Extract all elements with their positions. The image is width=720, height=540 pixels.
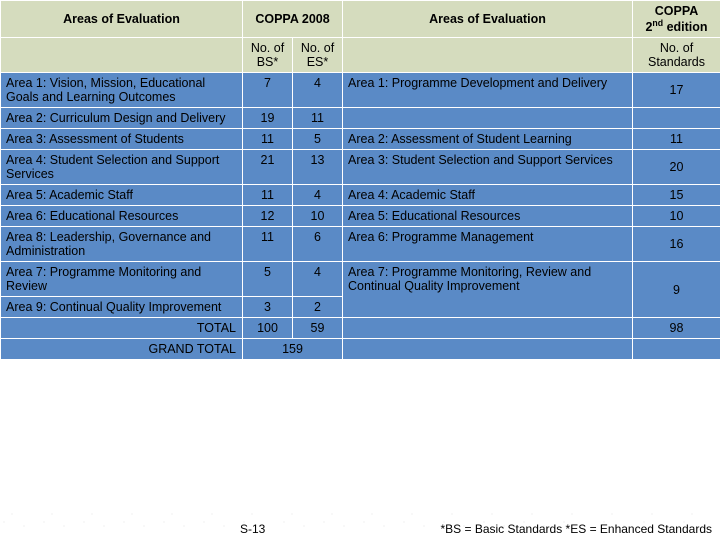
bs-value: 3 [243,297,293,318]
es-value: 6 [293,227,343,262]
bs-value: 11 [243,129,293,150]
sub-blank-left [1,38,243,73]
area-left: Area 6: Educational Resources [1,206,243,227]
area-right: Area 5: Educational Resources [343,206,633,227]
sub-bs: No. of BS* [243,38,293,73]
es-value: 13 [293,150,343,185]
std-value [633,108,720,129]
total-label: TOTAL [1,318,243,339]
total-blank [343,318,633,339]
area-left: Area 4: Student Selection and Support Se… [1,150,243,185]
col-right-title: Areas of Evaluation [343,1,633,38]
area-left: Area 7: Programme Monitoring and Review [1,262,243,297]
area-right: Area 2: Assessment of Student Learning [343,129,633,150]
area-right: Area 6: Programme Management [343,227,633,262]
bs-value: 5 [243,262,293,297]
es-value: 4 [293,73,343,108]
es-value: 11 [293,108,343,129]
area-left: Area 5: Academic Staff [1,185,243,206]
es-value: 5 [293,129,343,150]
area-right: Area 4: Academic Staff [343,185,633,206]
bs-value: 11 [243,227,293,262]
footer-legend: *BS = Basic Standards *ES = Enhanced Sta… [440,522,712,536]
grand-blank-1 [343,339,633,360]
area-left: Area 2: Curriculum Design and Delivery [1,108,243,129]
total-es: 59 [293,318,343,339]
es-value: 10 [293,206,343,227]
comparison-table: Areas of Evaluation COPPA 2008 Areas of … [0,0,720,360]
area-left: Area 1: Vision, Mission, Educational Goa… [1,73,243,108]
col-left-title: Areas of Evaluation [1,1,243,38]
std-value: 10 [633,206,720,227]
area-left: Area 8: Leadership, Governance and Admin… [1,227,243,262]
total-std: 98 [633,318,720,339]
std-value: 15 [633,185,720,206]
bs-value: 21 [243,150,293,185]
col-mid-title: COPPA 2008 [243,1,343,38]
col-right-edition: COPPA2nd edition [633,1,720,38]
std-value: 9 [633,262,720,318]
std-value: 17 [633,73,720,108]
es-value: 4 [293,262,343,297]
bs-value: 12 [243,206,293,227]
std-value: 20 [633,150,720,185]
es-value: 2 [293,297,343,318]
area-right [343,108,633,129]
sub-es: No. of ES* [293,38,343,73]
grand-total-label: GRAND TOTAL [1,339,243,360]
bs-value: 11 [243,185,293,206]
bs-value: 19 [243,108,293,129]
area-left: Area 3: Assessment of Students [1,129,243,150]
grand-total-value: 159 [243,339,343,360]
bs-value: 7 [243,73,293,108]
sub-std: No. of Standards [633,38,720,73]
std-value: 16 [633,227,720,262]
es-value: 4 [293,185,343,206]
area-right: Area 3: Student Selection and Support Se… [343,150,633,185]
area-right: Area 7: Programme Monitoring, Review and… [343,262,633,318]
area-right: Area 1: Programme Development and Delive… [343,73,633,108]
sub-blank-right [343,38,633,73]
page-number: S-13 [240,522,265,536]
area-left: Area 9: Continual Quality Improvement [1,297,243,318]
total-bs: 100 [243,318,293,339]
grand-blank-2 [633,339,720,360]
std-value: 11 [633,129,720,150]
